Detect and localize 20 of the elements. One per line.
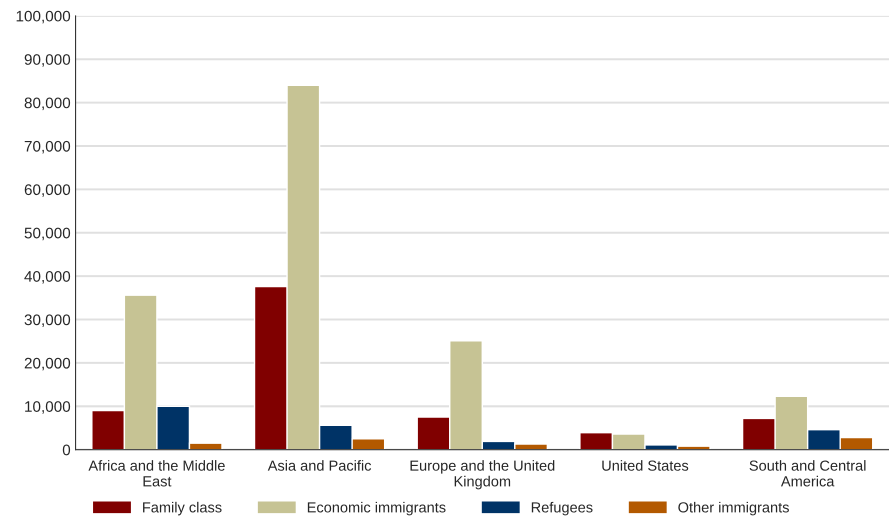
y-tick-label: 70,000 — [24, 140, 70, 154]
y-tick-label: 90,000 — [24, 54, 70, 67]
y-tick-label: 40,000 — [24, 271, 70, 284]
y-tick-label: 10,000 — [25, 401, 70, 414]
y-tick-label: 100,000 — [16, 10, 70, 24]
x-tick-label: United States — [602, 460, 688, 471]
x-tick-label: South and Central America — [750, 460, 866, 486]
legend-label: Family class — [143, 502, 222, 516]
x-tick-label: Europe and the United Kingdom — [410, 460, 554, 490]
legend-label: Refugees — [532, 502, 593, 516]
legend-label: Economic immigrants — [308, 502, 446, 516]
y-tick-label: 0 — [62, 444, 70, 456]
y-tick-label: 20,000 — [24, 358, 70, 370]
y-tick-label: 80,000 — [24, 97, 70, 110]
y-tick-label: 60,000 — [24, 184, 70, 197]
y-tick-label: 30,000 — [24, 314, 70, 328]
x-tick-label: Africa and the Middle East — [88, 460, 225, 486]
legend-label: Other immigrants — [678, 502, 789, 516]
y-tick-label: 50,000 — [24, 228, 70, 240]
x-tick-label: Asia and Pacific — [268, 460, 372, 471]
